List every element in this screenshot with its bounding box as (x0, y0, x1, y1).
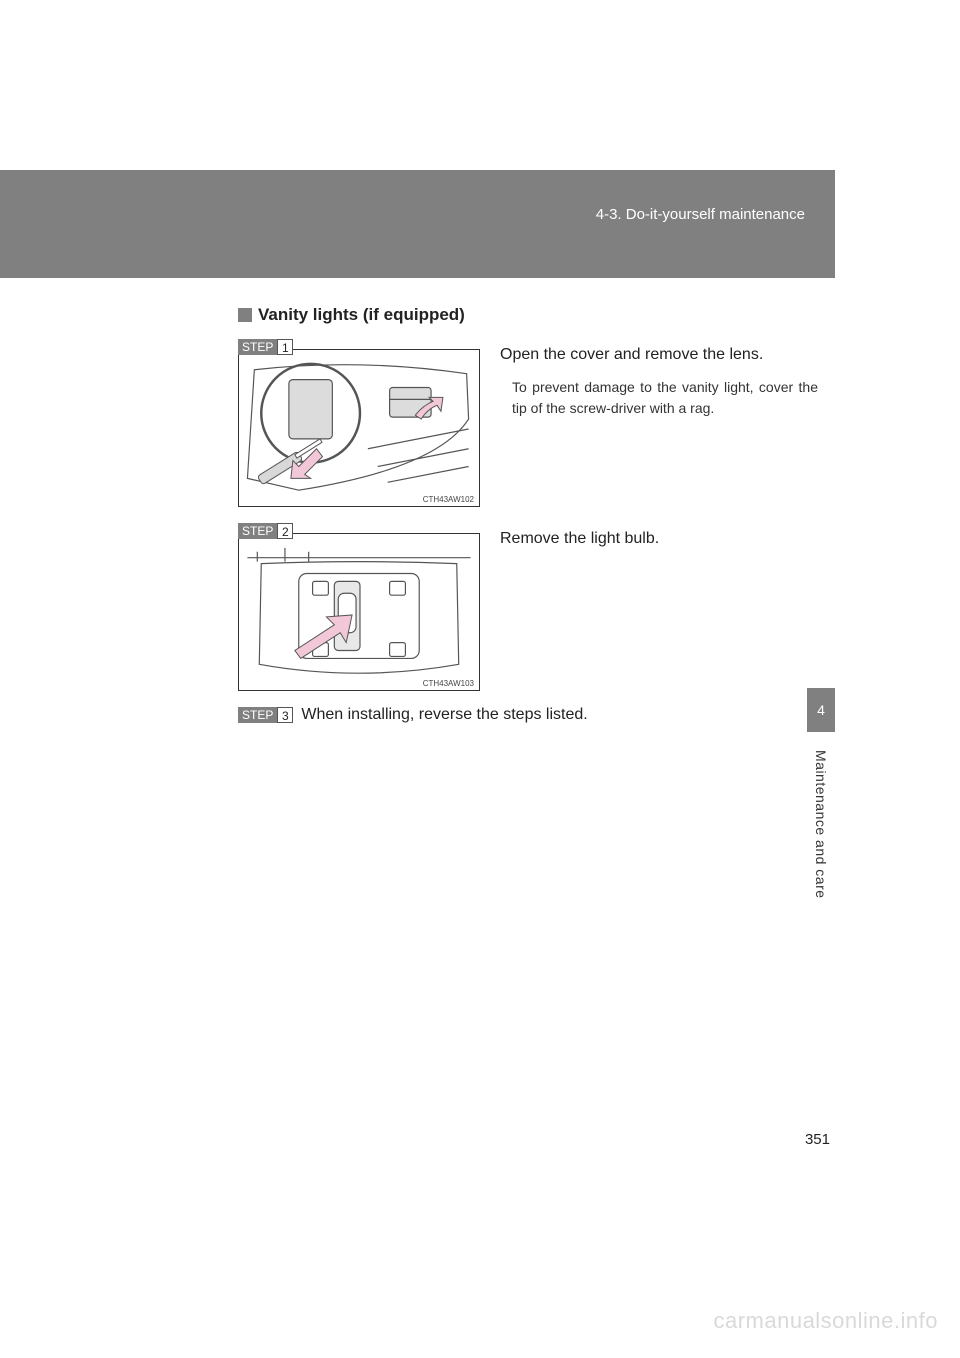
watermark: carmanualsonline.info (713, 1308, 938, 1334)
step-2-image-code: CTH43AW103 (422, 679, 475, 688)
step-3-number: 3 (277, 707, 293, 723)
step-2-text: Remove the light bulb. (500, 523, 818, 693)
step-1-number: 1 (277, 339, 293, 355)
step-2-main-text: Remove the light bulb. (500, 527, 818, 551)
step-1-image-code: CTH43AW102 (422, 495, 475, 504)
step-1-text: Open the cover and remove the lens. To p… (500, 339, 818, 509)
square-bullet-icon (238, 308, 252, 322)
step-label: STEP (238, 339, 277, 355)
step-1-badge: STEP 1 (238, 339, 293, 355)
step-2-row: STEP 2 (238, 523, 818, 693)
step-2-number: 2 (277, 523, 293, 539)
section-title-row: Vanity lights (if equipped) (238, 305, 818, 325)
vanity-light-cover-removal-icon (239, 350, 479, 506)
breadcrumb: 4-3. Do-it-yourself maintenance (596, 206, 805, 223)
section-title: Vanity lights (if equipped) (258, 305, 465, 325)
step-3-badge: STEP 3 (238, 707, 293, 723)
step-label: STEP (238, 523, 277, 539)
step-2-figure: STEP 2 (238, 523, 482, 693)
step-1-figure: STEP 1 (238, 339, 482, 509)
step-3-main-text: When installing, reverse the steps liste… (301, 707, 587, 723)
page-number: 351 (805, 1131, 830, 1148)
step-2-badge: STEP 2 (238, 523, 293, 539)
header-bar: 4-3. Do-it-yourself maintenance (0, 170, 835, 278)
step-1-main-text: Open the cover and remove the lens. (500, 343, 818, 367)
chapter-tab-label: Maintenance and care (813, 750, 829, 899)
side-tab: 4 Maintenance and care (807, 688, 835, 899)
step-1-sub-text: To prevent damage to the vanity light, c… (500, 377, 818, 419)
chapter-tab-number: 4 (807, 688, 835, 732)
step-label: STEP (238, 707, 277, 723)
step-2-illustration: CTH43AW103 (238, 533, 480, 691)
step-1-illustration: CTH43AW102 (238, 349, 480, 507)
vanity-light-bulb-removal-icon (239, 534, 479, 690)
step-3-row: STEP 3 When installing, reverse the step… (238, 707, 818, 723)
main-content: Vanity lights (if equipped) STEP 1 (238, 305, 818, 723)
step-1-row: STEP 1 (238, 339, 818, 509)
